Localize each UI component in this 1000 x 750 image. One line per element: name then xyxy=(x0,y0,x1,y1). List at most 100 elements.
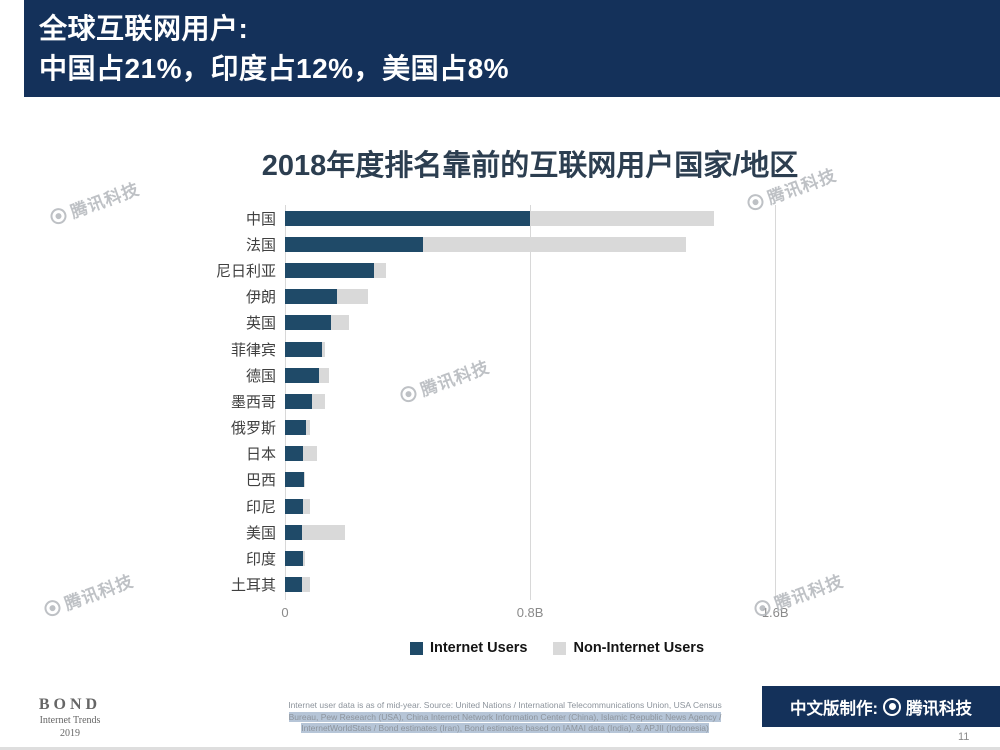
internet-users-bar xyxy=(285,262,374,278)
tencent-logo-icon xyxy=(42,597,63,618)
bar-row: 法国 xyxy=(0,231,714,257)
legend: Internet Users Non-Internet Users xyxy=(114,640,1000,656)
non-internet-users-bar xyxy=(331,315,350,331)
bar-row: 伊朗 xyxy=(0,284,714,310)
stacked-bar xyxy=(285,315,350,331)
watermark: 腾讯科技 xyxy=(751,567,847,622)
bar-row: 土耳其 xyxy=(0,572,714,598)
chart-title: 2018年度排名靠前的互联网用户国家/地区 xyxy=(261,150,799,182)
bar-row: 中国 xyxy=(0,205,714,231)
bond-name: BOND xyxy=(38,696,102,713)
stacked-bar xyxy=(285,551,305,567)
non-internet-users-bar xyxy=(422,236,687,252)
non-internet-users-bar xyxy=(312,393,326,409)
internet-users-bar xyxy=(285,210,531,226)
bar-row: 巴西 xyxy=(0,467,714,493)
non-internet-users-bar xyxy=(530,210,714,226)
tencent-logo-dot xyxy=(758,603,767,612)
non-internet-users-bar xyxy=(302,498,311,514)
non-internet-users-bar xyxy=(321,341,325,357)
bar-row: 尼日利亚 xyxy=(0,257,714,283)
tencent-logo-icon xyxy=(752,597,773,618)
category-label: 土耳其 xyxy=(230,577,276,595)
internet-users-bar xyxy=(285,498,303,514)
header-title-line2: 中国占21%，印度占12%，美国占8% xyxy=(39,53,510,84)
category-label: 印尼 xyxy=(245,498,276,516)
category-label: 英国 xyxy=(245,315,276,333)
bar-row: 俄罗斯 xyxy=(0,415,714,441)
non-internet-users-bar xyxy=(301,524,345,540)
bond-logo: BOND Internet Trends 2019 xyxy=(16,696,124,740)
legend-swatch xyxy=(553,641,567,655)
source-text-line: Internet user data is as of mid-year. So… xyxy=(252,700,758,712)
tencent-logo-icon xyxy=(745,191,766,212)
internet-users-bar xyxy=(285,577,303,593)
tencent-logo-dot xyxy=(888,703,896,710)
internet-users-bar xyxy=(285,393,312,409)
internet-users-bar xyxy=(285,472,305,488)
internet-users-bar xyxy=(285,236,423,252)
category-label: 中国 xyxy=(245,210,276,228)
bar-row: 印度 xyxy=(0,545,714,571)
bar-row: 英国 xyxy=(0,310,714,336)
source-text-line: Bureau, Pew Research (USA), China Intern… xyxy=(252,711,758,724)
bar-row: 日本 xyxy=(0,441,714,467)
stacked-bar xyxy=(285,577,311,593)
stacked-bar xyxy=(285,498,311,514)
category-label: 日本 xyxy=(245,446,276,464)
stacked-bar xyxy=(285,472,306,488)
non-internet-users-bar xyxy=(337,289,368,305)
category-label: 巴西 xyxy=(245,472,276,490)
tencent-logo-dot xyxy=(48,603,57,612)
non-internet-users-bar xyxy=(304,472,306,488)
stacked-bar xyxy=(285,262,387,278)
internet-users-bar xyxy=(285,446,304,462)
legend-item: Internet Users xyxy=(409,640,528,656)
tencent-logo-icon xyxy=(883,697,901,716)
stacked-bar xyxy=(285,236,687,252)
page-number: 11 xyxy=(958,731,970,743)
stacked-bar xyxy=(285,367,330,383)
category-label: 墨西哥 xyxy=(230,393,276,411)
legend-label: Internet Users xyxy=(429,640,528,656)
internet-users-bar xyxy=(285,341,322,357)
gridline xyxy=(775,205,777,600)
bar-row: 墨西哥 xyxy=(0,388,714,414)
gridline xyxy=(530,205,532,600)
bond-subtitle: Internet Trends xyxy=(39,715,101,726)
x-axis-tick-label: 0.8B xyxy=(516,605,544,620)
source-text: Bureau, Pew Research (USA), China Intern… xyxy=(288,711,722,722)
credit-brand: 腾讯科技 xyxy=(906,699,972,718)
non-internet-users-bar xyxy=(302,577,311,593)
footer-credit: 中文版制作: 腾讯科技 xyxy=(762,686,1000,727)
non-internet-users-bar xyxy=(373,262,387,278)
category-label: 法国 xyxy=(245,236,276,254)
header-title-line1: 全球互联网用户: xyxy=(39,13,249,44)
stacked-bar xyxy=(285,289,368,305)
non-internet-users-bar xyxy=(303,551,305,567)
bar-row: 德国 xyxy=(0,362,714,388)
source-text-line: InternetWorldStats / Bond estimates (Ira… xyxy=(252,723,758,735)
stacked-bar xyxy=(285,524,345,540)
category-label: 伊朗 xyxy=(245,289,276,307)
chart-rows: 中国法国尼日利亚伊朗英国菲律宾德国墨西哥俄罗斯日本巴西印尼美国印度土耳其 xyxy=(0,205,714,598)
stacked-bar xyxy=(285,420,311,436)
category-label: 美国 xyxy=(245,524,276,542)
non-internet-users-bar xyxy=(303,446,318,462)
source-text: InternetWorldStats / Bond estimates (Ira… xyxy=(301,723,709,733)
slide-header: 全球互联网用户: 中国占21%，印度占12%，美国占8% xyxy=(24,0,1000,97)
stacked-bar xyxy=(285,446,318,462)
internet-users-bar xyxy=(285,524,302,540)
bond-year: 2019 xyxy=(60,728,80,739)
non-internet-users-bar xyxy=(305,420,311,436)
bar-row: 菲律宾 xyxy=(0,336,714,362)
internet-users-bar xyxy=(285,289,338,305)
legend-label: Non-Internet Users xyxy=(573,640,705,656)
legend-swatch xyxy=(409,641,423,655)
legend-item: Non-Internet Users xyxy=(553,640,704,656)
credit-prefix: 中文版制作: xyxy=(790,699,878,718)
internet-users-bar xyxy=(285,551,304,567)
category-label: 尼日利亚 xyxy=(215,262,276,280)
category-label: 德国 xyxy=(245,367,276,385)
